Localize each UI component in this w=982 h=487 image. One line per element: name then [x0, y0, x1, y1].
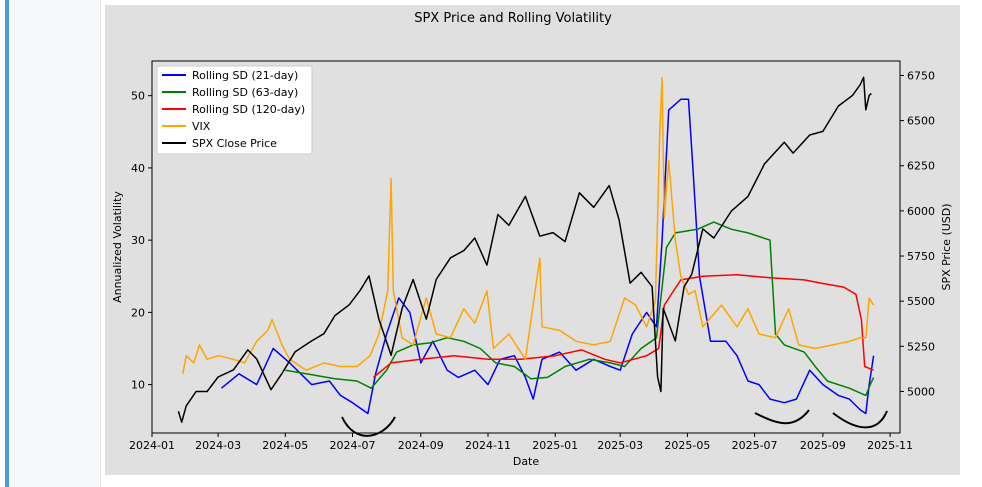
chart-svg: SPX Price and Rolling Volatility 2024-01…	[111, 11, 953, 468]
x-tick-label: 2024-07	[330, 439, 376, 452]
legend-label: Rolling SD (63-day)	[192, 86, 298, 99]
annotation-curve-3	[832, 410, 888, 429]
x-tick-label: 2025-07	[732, 439, 778, 452]
left-panel	[9, 0, 100, 487]
chart-figure: SPX Price and Rolling Volatility 2024-01…	[105, 5, 960, 475]
y-axis-left: 10 20 30 40 50	[131, 90, 152, 392]
x-tick-label: 2025-11	[867, 439, 913, 452]
y-tick-label: 10	[131, 379, 145, 392]
legend-label: Rolling SD (21-day)	[192, 69, 298, 82]
x-tick-label: 2024-11	[465, 439, 511, 452]
series-line-rolling-sd-120-day	[372, 274, 874, 378]
y-tick-label: 40	[131, 162, 145, 175]
legend: Rolling SD (21-day) Rolling SD (63-day) Ro…	[156, 65, 313, 155]
x-tick-label: 2025-01	[532, 439, 578, 452]
legend-box	[156, 65, 313, 155]
x-axis: 2024-01 2024-03 2024-05 2024-07 2024-09 2024-…	[129, 433, 913, 452]
left-accent-bar	[5, 0, 9, 487]
x-axis-label: Date	[513, 455, 540, 468]
annotation-curve-2	[754, 409, 810, 425]
annotation-marks	[341, 409, 888, 437]
y2-tick-label: 6500	[907, 115, 935, 128]
y2-tick-label: 6000	[907, 205, 935, 218]
x-tick-label: 2025-09	[800, 439, 846, 452]
y-tick-label: 50	[131, 90, 145, 103]
series-line-vix	[182, 76, 875, 374]
y-tick-label: 30	[131, 234, 145, 247]
legend-label: Rolling SD (120-day)	[192, 103, 305, 116]
x-tick-label: 2024-05	[262, 439, 308, 452]
annotation-curve-1	[341, 416, 396, 437]
y-tick-label: 20	[131, 306, 145, 319]
y2-axis-label: SPX Price (USD)	[940, 203, 953, 290]
series-layer	[177, 76, 875, 423]
y-axis-label: Annualized Volatility	[111, 191, 124, 303]
y2-tick-label: 5500	[907, 295, 935, 308]
y2-tick-label: 5000	[907, 385, 935, 398]
series-line-rolling-sd-63-day	[285, 221, 875, 397]
y2-tick-label: 6250	[907, 160, 935, 173]
x-tick-label: 2024-09	[398, 439, 444, 452]
chart-title: SPX Price and Rolling Volatility	[414, 11, 612, 26]
legend-label: VIX	[192, 120, 211, 133]
series-line-spx-close-price	[177, 76, 872, 423]
x-tick-label: 2024-01	[129, 439, 175, 452]
panel-divider	[100, 0, 101, 487]
x-tick-label: 2025-05	[664, 439, 710, 452]
x-tick-label: 2024-03	[195, 439, 241, 452]
y2-tick-label: 5750	[907, 250, 935, 263]
x-tick-label: 2025-03	[597, 439, 643, 452]
y2-tick-label: 6750	[907, 69, 935, 82]
y2-tick-label: 5250	[907, 340, 935, 353]
legend-label: SPX Close Price	[192, 137, 277, 150]
legend-items: Rolling SD (21-day) Rolling SD (63-day) Ro…	[162, 69, 305, 150]
y-axis-right: 5000 5250 5500 5750 6000 6250 6500 6750	[900, 69, 935, 398]
